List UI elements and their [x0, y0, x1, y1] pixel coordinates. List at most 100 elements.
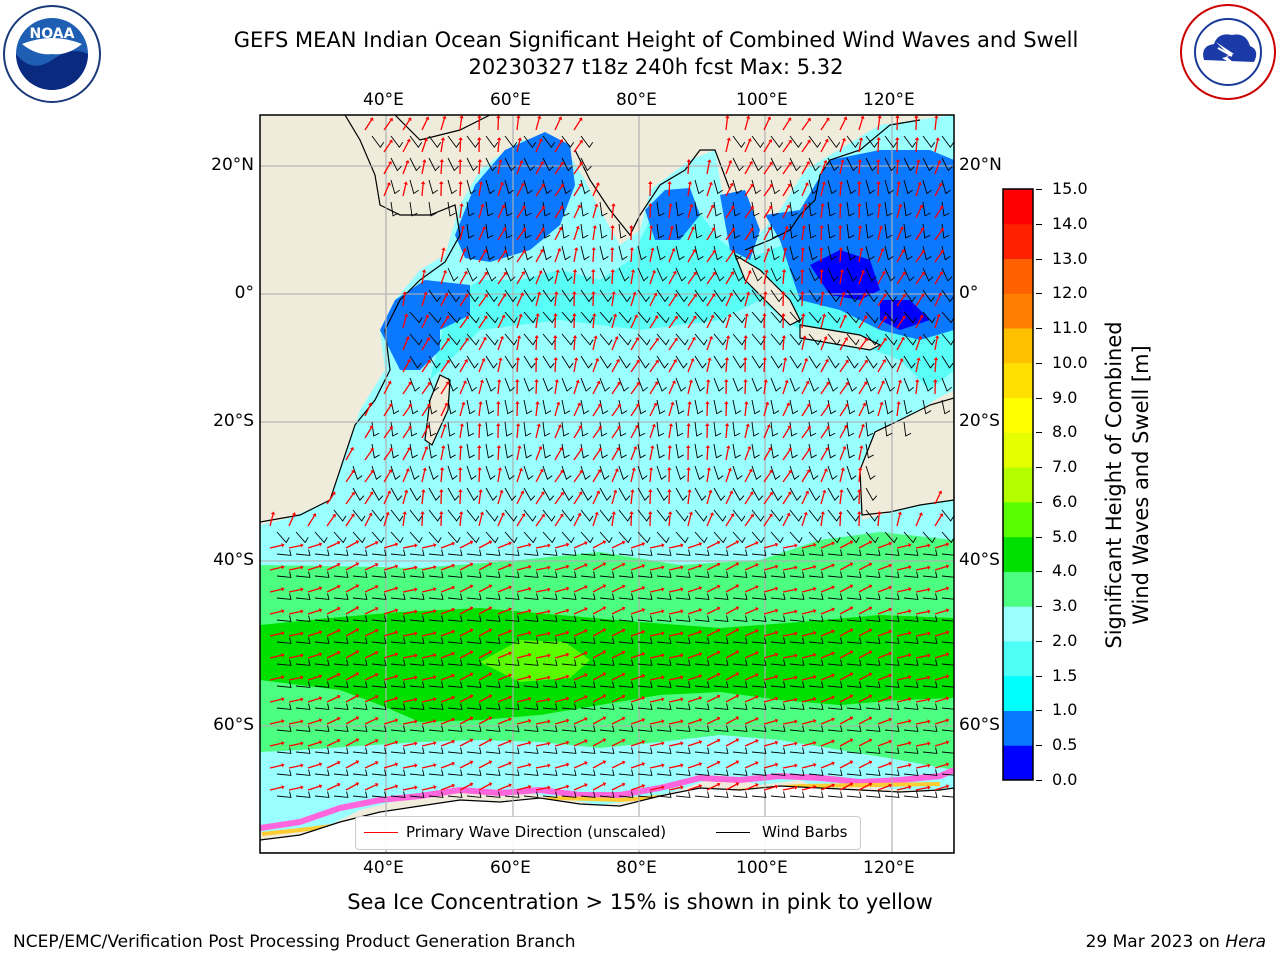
wave-direction-arrowhead	[908, 565, 912, 570]
wave-direction-arrow	[915, 566, 928, 571]
wave-direction-arrowhead	[888, 651, 893, 656]
wave-direction-arrowhead	[842, 446, 847, 450]
wave-direction-arrow	[915, 610, 928, 615]
wind-barb	[846, 769, 862, 776]
wave-direction-arrow	[668, 513, 671, 527]
wave-direction-arrowhead	[281, 587, 285, 592]
wave-direction-arrowhead	[577, 204, 582, 209]
wind-barb	[599, 333, 613, 346]
wave-direction-arrowhead	[281, 609, 285, 614]
wave-direction-arrowhead	[888, 761, 893, 766]
wave-direction-arrow	[383, 543, 396, 549]
wave-direction-arrowhead	[838, 247, 844, 251]
wind-barb	[770, 637, 786, 644]
wave-direction-arrow	[744, 448, 750, 461]
wind-barb	[390, 201, 399, 217]
wave-direction-arrow	[592, 607, 604, 615]
wave-direction-arrow	[877, 631, 890, 637]
wave-direction-arrowhead	[578, 117, 583, 122]
wave-direction-arrowhead	[464, 293, 469, 298]
wave-direction-arrowhead	[553, 313, 558, 317]
wave-direction-arrow	[649, 720, 662, 725]
wind-barb	[827, 179, 837, 195]
wind-barb	[542, 399, 552, 415]
wind-barb	[827, 223, 836, 239]
wave-direction-arrowhead	[782, 357, 788, 361]
wave-direction-arrow	[820, 564, 833, 571]
wave-direction-arrowhead	[636, 381, 640, 386]
wind-barb	[485, 311, 499, 324]
wave-direction-arrowhead	[591, 291, 596, 295]
wave-direction-arrow	[668, 339, 677, 351]
wave-direction-arrow	[611, 470, 618, 483]
wind-barb	[428, 769, 444, 776]
wave-direction-arrowhead	[318, 762, 323, 767]
wave-direction-arrowhead	[528, 586, 532, 592]
wave-direction-arrowhead	[749, 491, 754, 496]
wind-barb	[542, 377, 553, 392]
wind-barb	[618, 637, 634, 644]
wave-direction-arrowhead	[762, 335, 767, 339]
wave-direction-arrowhead	[686, 423, 691, 427]
wave-direction-arrowhead	[451, 673, 456, 678]
wave-direction-arrowhead	[667, 181, 672, 185]
wave-direction-arrowhead	[716, 540, 721, 545]
wave-direction-arrowhead	[528, 762, 532, 768]
wave-direction-arrowhead	[488, 738, 493, 743]
wind-barb	[447, 289, 460, 303]
wind-barb	[466, 593, 482, 600]
footer-date-text: 29 Mar 2023 on	[1085, 932, 1220, 952]
wind-barb	[884, 201, 893, 217]
wind-barb	[371, 769, 387, 776]
wave-direction-arrow	[934, 675, 947, 681]
wave-direction-arrowhead	[901, 248, 905, 253]
wave-direction-arrowhead	[501, 314, 506, 319]
wave-direction-arrowhead	[478, 401, 483, 405]
wind-barb	[675, 421, 684, 437]
wind-barb	[808, 593, 824, 600]
wave-direction-arrowhead	[895, 159, 900, 163]
wind-barb	[390, 725, 406, 732]
wind-barb	[466, 157, 478, 172]
lat-tick-left: 20°S	[213, 411, 254, 431]
wave-direction-arrow	[345, 585, 357, 593]
colorbar-tick: 3.0	[1052, 596, 1078, 616]
wave-direction-arrow	[649, 698, 662, 703]
wave-direction-arrowhead	[584, 651, 588, 656]
wind-barb	[865, 311, 879, 324]
wave-direction-arrowhead	[540, 183, 545, 188]
wave-direction-arrowhead	[469, 540, 474, 545]
wave-direction-arrow	[896, 206, 901, 219]
wave-direction-arrow	[896, 588, 909, 593]
wave-direction-arrowhead	[422, 467, 427, 471]
wave-direction-arrowhead	[680, 565, 684, 570]
wave-direction-arrow	[554, 141, 562, 153]
wind-barb	[542, 615, 558, 622]
wind-barb	[789, 487, 802, 501]
wave-direction-arrowhead	[794, 587, 798, 592]
wave-direction-arrow	[820, 608, 833, 615]
wave-direction-arrow	[630, 631, 643, 637]
wave-direction-arrow	[782, 360, 786, 373]
wave-direction-arrowhead	[641, 718, 646, 723]
legend-wave-swatch	[364, 832, 398, 833]
wind-barb	[789, 157, 801, 172]
wave-direction-arrowhead	[616, 446, 620, 451]
wind-barb	[447, 681, 463, 688]
wave-direction-arrow	[725, 207, 734, 219]
wave-direction-arrowhead	[414, 631, 418, 636]
wave-direction-arrow	[839, 541, 851, 549]
wave-direction-arrowhead	[519, 292, 524, 296]
wave-direction-arrow	[592, 541, 604, 549]
wind-barb	[618, 681, 634, 688]
wave-direction-arrow	[459, 317, 468, 329]
wave-direction-arrow	[535, 163, 543, 175]
wave-direction-arrow	[592, 206, 597, 219]
wave-direction-arrowhead	[621, 628, 626, 633]
wave-direction-arrowhead	[629, 247, 635, 251]
wave-direction-arrow	[744, 762, 757, 769]
wave-direction-arrowhead	[499, 335, 505, 340]
colorbar-segment	[1003, 397, 1033, 433]
wave-direction-arrowhead	[698, 762, 703, 767]
wind-barb	[447, 135, 461, 149]
